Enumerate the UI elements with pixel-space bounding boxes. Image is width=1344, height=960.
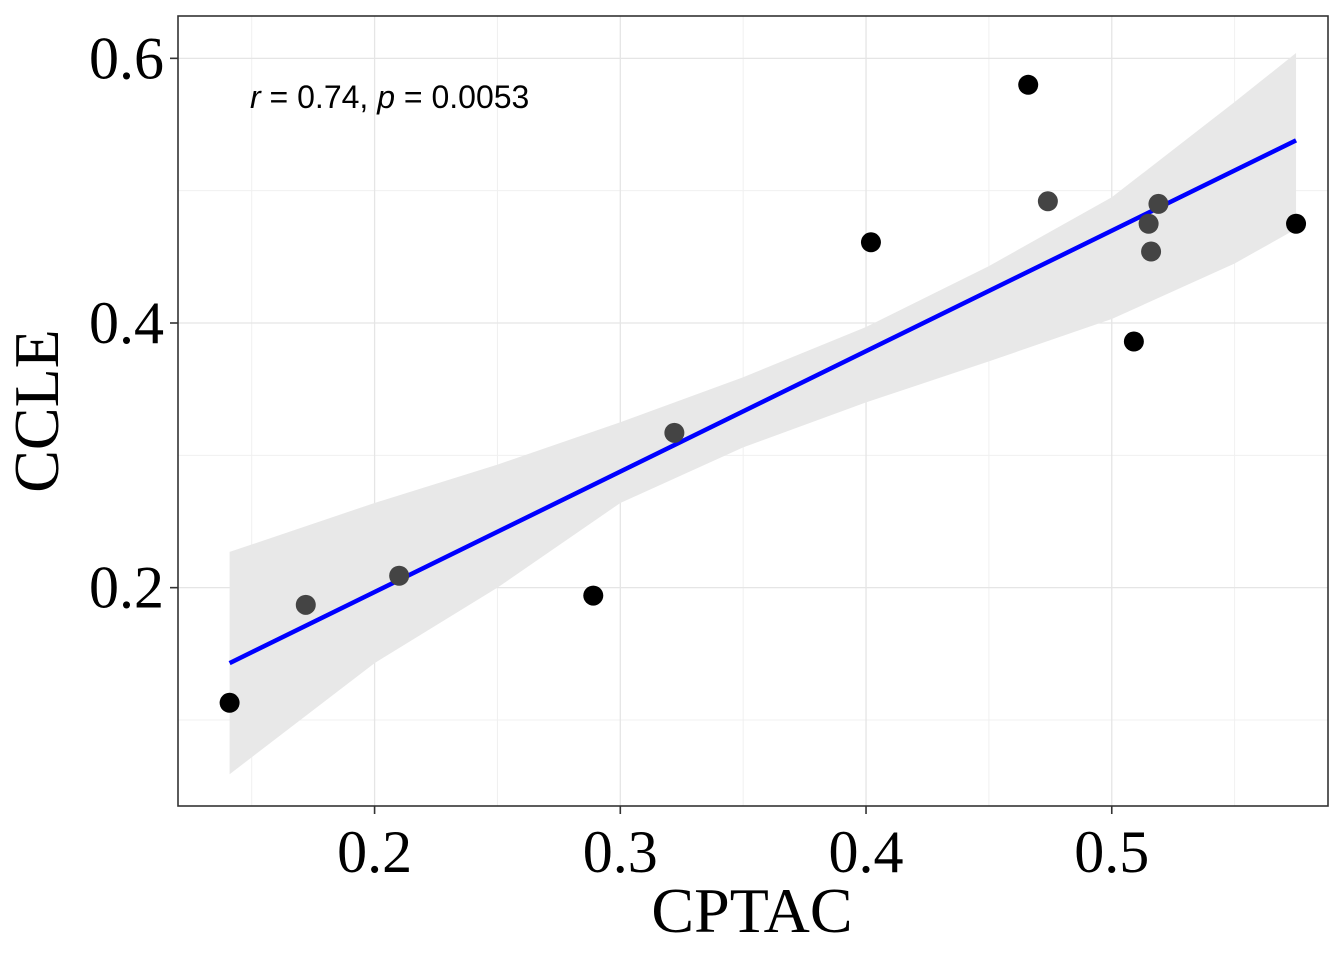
correlation-annotation: r = 0.74, p = 0.0053 bbox=[250, 79, 529, 115]
y-tick-label: 0.6 bbox=[89, 25, 164, 91]
data-point bbox=[1123, 331, 1144, 352]
data-point bbox=[1037, 191, 1058, 212]
data-point bbox=[860, 232, 881, 253]
x-tick-label: 0.4 bbox=[829, 819, 904, 885]
y-tick-label: 0.4 bbox=[89, 290, 164, 356]
confidence-band bbox=[229, 53, 1297, 775]
p-value-text: = 0.0053 bbox=[395, 79, 529, 115]
r-symbol: r bbox=[250, 79, 262, 115]
p-symbol: p bbox=[376, 79, 395, 115]
panel-border bbox=[177, 15, 1329, 807]
y-axis-title: CCLE bbox=[1, 329, 72, 493]
data-point bbox=[389, 565, 410, 586]
x-tick-label: 0.3 bbox=[583, 819, 658, 885]
x-axis-title: CPTAC bbox=[651, 875, 852, 946]
data-point bbox=[1148, 193, 1169, 214]
x-tick-label: 0.5 bbox=[1074, 819, 1149, 885]
data-point bbox=[295, 594, 316, 615]
data-point bbox=[1018, 74, 1039, 95]
data-point bbox=[1138, 213, 1159, 234]
data-point bbox=[1286, 213, 1307, 234]
axis-ticks: 0.2 0.3 0.4 0.5 0.2 0.4 0.6 bbox=[89, 25, 1149, 885]
x-tick-label: 0.2 bbox=[337, 819, 412, 885]
data-point bbox=[1141, 241, 1162, 262]
regression-line bbox=[228, 138, 1298, 666]
data-points bbox=[219, 74, 1307, 713]
data-point bbox=[664, 422, 685, 443]
grid bbox=[178, 16, 1328, 806]
data-point bbox=[219, 692, 240, 713]
r-value-text: = 0.74, bbox=[261, 79, 378, 115]
y-tick-label: 0.2 bbox=[89, 555, 164, 621]
data-point bbox=[583, 585, 604, 606]
